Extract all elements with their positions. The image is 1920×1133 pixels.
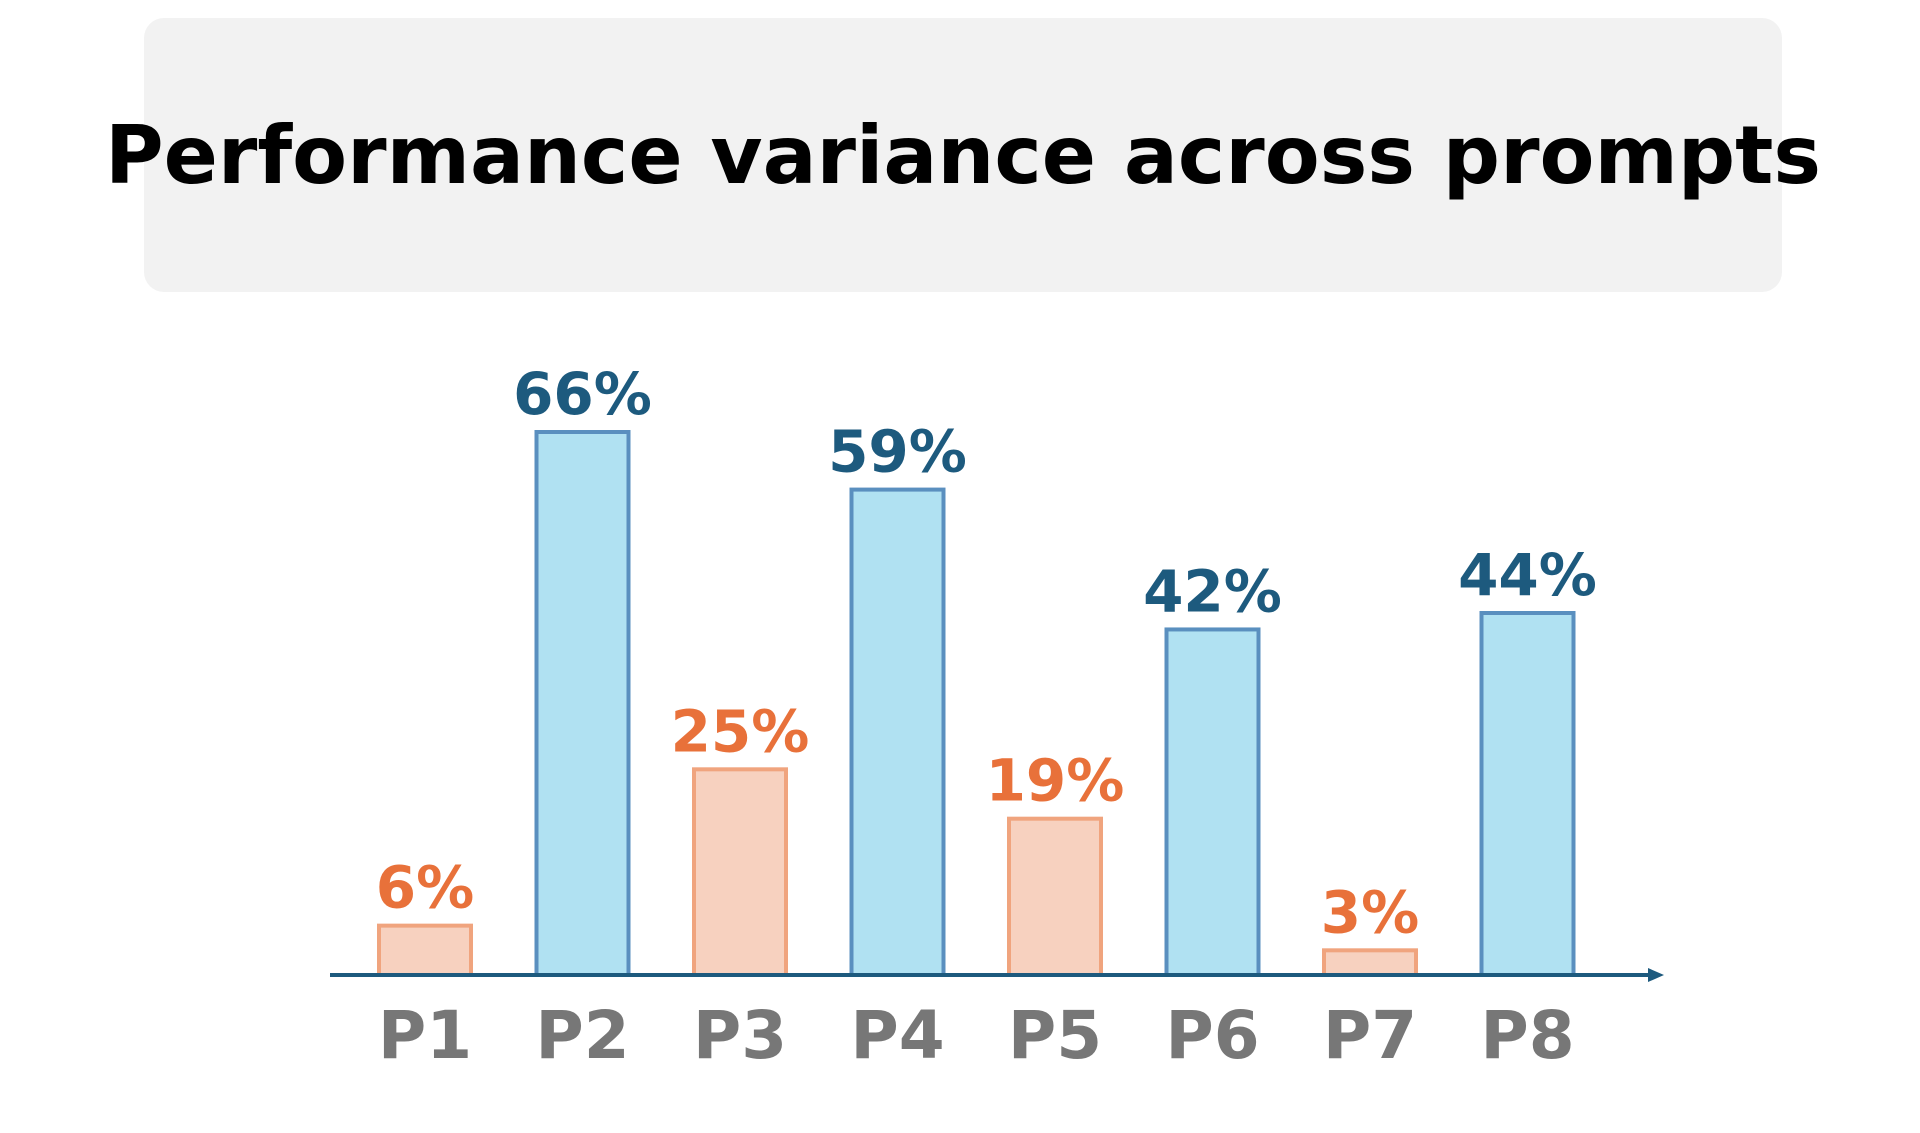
chart-title: Performance variance across prompts xyxy=(105,108,1821,202)
data-label-p3: 25% xyxy=(671,697,810,765)
x-axis-arrowhead xyxy=(1648,968,1664,982)
bar-p1 xyxy=(377,923,473,977)
bars-layer xyxy=(377,430,1576,977)
labels-layer: 6% P1 66% P2 25% P3 59% P4 19% P5 42% P6 3% P7 44% P8 xyxy=(376,360,1597,1074)
bar-p3 xyxy=(692,767,788,977)
tick-label-p1: P1 xyxy=(378,997,472,1074)
x-axis xyxy=(330,968,1664,982)
data-label-p6: 42% xyxy=(1143,557,1282,625)
data-label-p2: 66% xyxy=(513,360,652,428)
bar-p2 xyxy=(534,430,631,977)
tick-label-p7: P7 xyxy=(1323,997,1417,1074)
data-label-p1: 6% xyxy=(376,854,474,922)
bar-p5 xyxy=(1007,816,1103,977)
tick-label-p5: P5 xyxy=(1008,997,1102,1074)
bar-p7 xyxy=(1322,948,1418,977)
data-label-p8: 44% xyxy=(1458,541,1597,609)
chart-title-box: Performance variance across prompts xyxy=(105,18,1821,292)
data-label-p5: 19% xyxy=(986,747,1125,815)
tick-label-p4: P4 xyxy=(850,997,944,1074)
tick-label-p6: P6 xyxy=(1165,997,1259,1074)
data-label-p4: 59% xyxy=(828,418,967,486)
bar-p8 xyxy=(1479,611,1576,977)
tick-label-p3: P3 xyxy=(693,997,787,1074)
data-label-p7: 3% xyxy=(1321,878,1419,946)
bar-p6 xyxy=(1164,627,1261,977)
bar-p4 xyxy=(849,487,946,977)
tick-label-p2: P2 xyxy=(535,997,629,1074)
tick-label-p8: P8 xyxy=(1480,997,1574,1074)
